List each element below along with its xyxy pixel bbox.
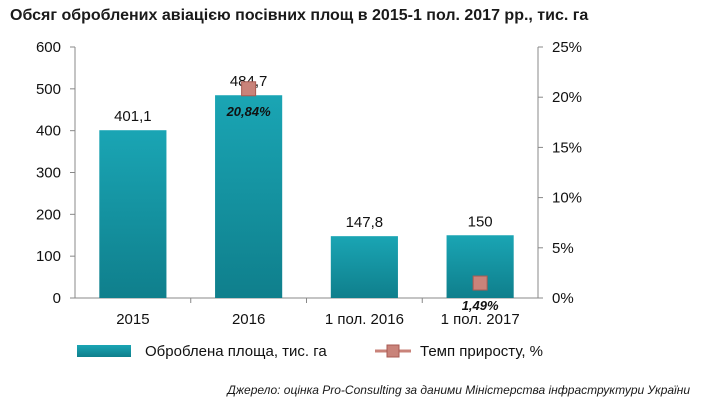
growth-value-label: 1,49%: [462, 298, 499, 313]
bar-value-label: 147,8: [346, 214, 384, 231]
legend-marker-swatch: [386, 344, 400, 358]
y-right-tick-label: 20%: [552, 89, 582, 106]
bar: [330, 236, 398, 298]
x-category-label: 2015: [116, 311, 149, 328]
y-right-tick-label: 15%: [552, 139, 582, 156]
growth-value-label: 20,84%: [226, 104, 272, 119]
y-left-tick-label: 500: [36, 81, 61, 98]
growth-marker: [241, 81, 257, 97]
bar-value-label: 150: [468, 213, 493, 230]
y-left-tick-label: 200: [36, 206, 61, 223]
y-right-tick-label: 0%: [552, 290, 574, 307]
y-left-tick-label: 0: [53, 290, 61, 307]
source-note: Джерело: оцінка Pro-Consulting за даними…: [227, 383, 690, 397]
legend-bar-label: Оброблена площа, тис. га: [145, 343, 327, 360]
y-right-tick-label: 5%: [552, 240, 574, 257]
y-left-tick-label: 100: [36, 248, 61, 265]
x-category-label: 2016: [232, 311, 265, 328]
y-right-tick-label: 25%: [552, 39, 582, 56]
y-left-tick-label: 600: [36, 39, 61, 56]
x-category-label: 1 пол. 2016: [325, 311, 404, 328]
bar-value-label: 401,1: [114, 108, 152, 125]
y-left-tick-label: 300: [36, 165, 61, 182]
y-right-tick-label: 10%: [552, 190, 582, 207]
legend-marker-label: Темп приросту, %: [420, 343, 543, 360]
bar: [99, 130, 167, 298]
y-left-tick-label: 400: [36, 123, 61, 140]
chart-title: Обсяг оброблених авіацією посівних площ …: [10, 7, 589, 24]
bar: [215, 95, 283, 299]
x-category-label: 1 пол. 2017: [441, 311, 520, 328]
legend-bar-swatch: [77, 345, 131, 357]
growth-marker: [472, 275, 488, 291]
